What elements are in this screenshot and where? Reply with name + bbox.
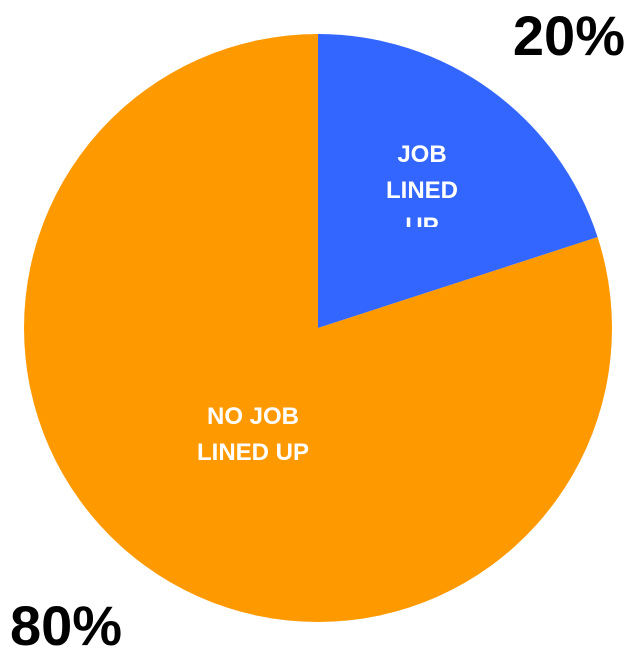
slice-label-no-job-lined-up: NO JOB LINED UP — [172, 399, 334, 471]
slice-label-job-line-2: LINED — [386, 177, 458, 204]
slice-label-nojob-line-1: NO JOB — [206, 403, 299, 430]
pie-slice-job-lined-up — [318, 34, 598, 328]
slice-label-job-line-3: UP — [405, 213, 439, 227]
slice-percent-job-lined-up: 20% — [512, 4, 625, 67]
slice-label-job-line-1: JOB — [397, 141, 447, 168]
slice-label-job-lined-up: JOB LINED UP — [362, 137, 482, 227]
slice-percent-no-job-lined-up: 80% — [10, 594, 123, 657]
slice-label-nojob-line-2: LINED UP — [196, 439, 309, 466]
pie-slice-no-job-lined-up — [23, 34, 612, 622]
